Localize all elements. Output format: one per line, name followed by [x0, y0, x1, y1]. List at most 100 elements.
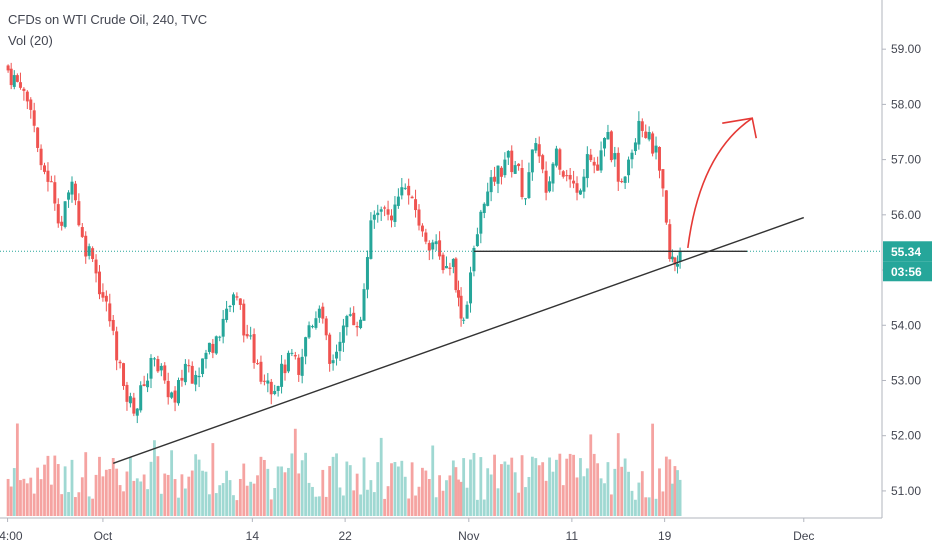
volume-bar [647, 497, 651, 516]
candle-body [355, 325, 359, 328]
candle-body [654, 145, 658, 153]
candle-body [283, 364, 287, 374]
candle-body [39, 148, 43, 166]
volume-bar [77, 492, 81, 516]
candle-body [56, 204, 60, 224]
volume-bar [170, 450, 174, 516]
volume-bar [651, 423, 655, 516]
candle-body [204, 352, 208, 360]
candle-body [22, 88, 26, 91]
volume-bar [424, 470, 428, 516]
candle-body [513, 165, 517, 174]
candle-body [328, 334, 332, 364]
volume-bar [300, 460, 304, 516]
candle-body [331, 360, 335, 364]
volume-bar [472, 452, 476, 516]
candle-body [63, 201, 67, 227]
candle-body [561, 171, 565, 177]
candle-body [565, 175, 569, 177]
volume-bar [517, 492, 521, 516]
ascending-trend-line[interactable] [112, 216, 805, 464]
volume-bar [451, 460, 455, 516]
bar-countdown-text: 03:56 [891, 265, 922, 279]
volume-bar [269, 499, 273, 516]
volume-bar [510, 457, 514, 516]
candle-body [530, 149, 534, 173]
volume-bar [29, 477, 33, 516]
candle-body [36, 127, 40, 148]
symbol-legend[interactable]: CFDs on WTI Crude Oil, 240, TVC [8, 12, 208, 27]
price-tick-label: 52.00 [891, 429, 921, 443]
volume-bar [94, 474, 98, 516]
volume-bar [331, 456, 335, 516]
candle-body [231, 294, 235, 306]
candle-body [60, 221, 64, 226]
candle-body [218, 336, 222, 338]
candle-body [49, 181, 53, 183]
volume-bar [575, 477, 579, 516]
volume-bar [115, 468, 119, 516]
candle-body [606, 132, 610, 140]
candle-body [159, 365, 163, 371]
volume-bar [603, 483, 606, 516]
volume-bar [345, 461, 349, 516]
volume-bar [369, 480, 373, 516]
candle-body [345, 315, 349, 328]
candle-body [87, 246, 91, 256]
volume-bar [482, 499, 486, 516]
volume-bar [565, 458, 569, 516]
volume-bar [46, 455, 50, 516]
candle-body [293, 355, 297, 357]
volume-bar [104, 469, 108, 516]
volume-bar [122, 491, 125, 516]
candle-body [163, 365, 167, 381]
volume-bar [204, 471, 208, 516]
candle-body [43, 165, 47, 172]
candle-body [506, 151, 510, 158]
price-plot-area[interactable] [6, 62, 682, 516]
candle-body [104, 295, 108, 302]
red-arrow-curve[interactable] [687, 117, 753, 249]
volume-bar [678, 479, 682, 516]
volume-bar [290, 453, 294, 516]
volume-legend[interactable]: Vol (20) [8, 33, 53, 48]
volume-bar [53, 455, 57, 516]
candle-body [12, 75, 16, 87]
volume-bar [352, 490, 356, 516]
volume-bar [194, 454, 198, 516]
last-price-badge-text: 55.34 [891, 245, 921, 259]
volume-bar [589, 434, 593, 516]
last-price-badge[interactable] [883, 241, 932, 262]
volume-bar [572, 454, 575, 516]
candle-body [462, 319, 466, 321]
candle-body [676, 263, 680, 267]
volume-bar [177, 497, 180, 516]
volume-bar [63, 466, 67, 516]
volume-bar [462, 458, 466, 516]
volume-bar [197, 459, 201, 516]
candle-body [475, 234, 479, 247]
volume-bar [159, 493, 163, 516]
red-arrow-head [722, 117, 758, 139]
candle-body [211, 343, 215, 353]
volume-bar [225, 470, 228, 516]
candle-body [101, 292, 105, 298]
price-tick-label: 57.00 [891, 153, 921, 167]
candle-body [259, 361, 263, 382]
candle-body [187, 365, 191, 367]
volume-bar [153, 440, 156, 516]
volume-bar [304, 452, 308, 516]
candle-body [589, 154, 593, 161]
volume-bar [661, 491, 665, 516]
volume-bar [579, 458, 582, 516]
volume-bar [232, 495, 235, 516]
candle-body [53, 182, 57, 204]
candle-body [180, 377, 184, 381]
volume-bar [214, 493, 218, 516]
candle-body [678, 251, 682, 262]
time-tick-label: 14:00 [0, 529, 23, 543]
volume-bar [362, 457, 366, 516]
volume-bar [91, 498, 95, 516]
